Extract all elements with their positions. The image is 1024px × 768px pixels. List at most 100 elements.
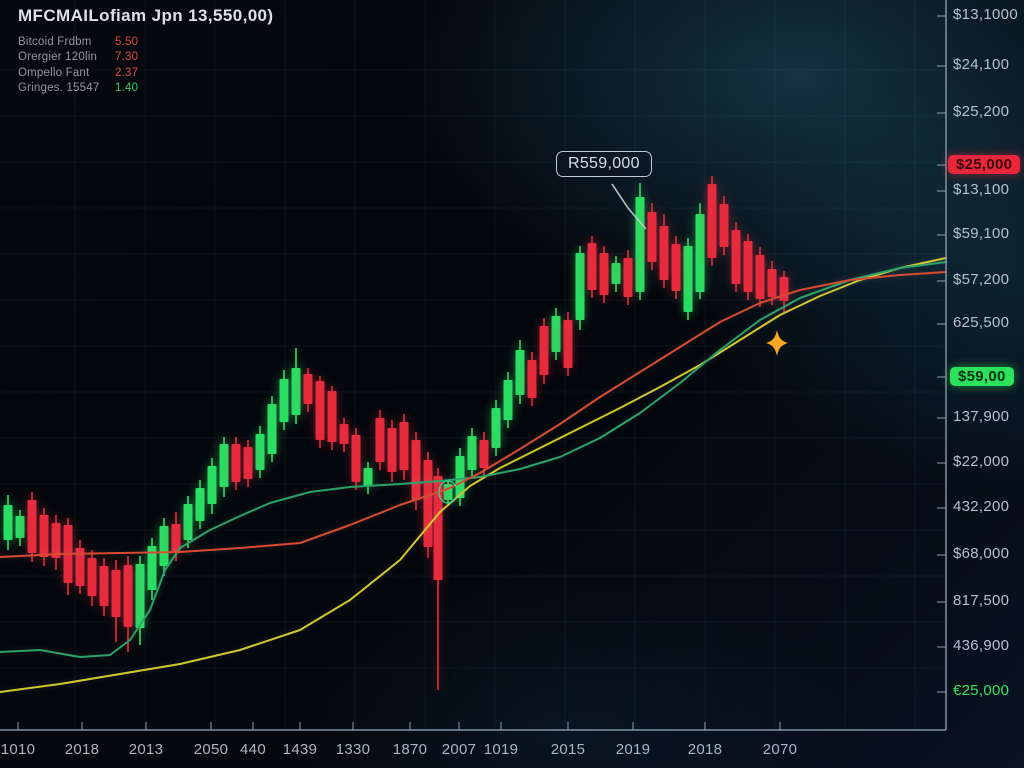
y-axis-label: 436,900 [953, 637, 1010, 654]
x-axis-label: 1330 [335, 741, 371, 758]
x-axis-label: 1439 [282, 741, 318, 758]
candle-body [611, 263, 621, 284]
candle-body [515, 350, 525, 395]
candles-down-group [27, 176, 789, 690]
candle-body [503, 380, 513, 420]
candle-body [575, 253, 585, 320]
candle-body [433, 476, 443, 580]
candle-body [491, 408, 501, 448]
candle-body [39, 515, 49, 557]
candle-body [195, 488, 205, 521]
ma-line-red [0, 271, 947, 558]
candle-body [219, 444, 229, 487]
candle-body [755, 255, 765, 299]
candle-body [279, 379, 289, 422]
candle-body [707, 184, 717, 258]
candle-body [683, 246, 693, 312]
candle-body [87, 558, 97, 596]
candle-body [291, 368, 301, 415]
candle-body [387, 428, 397, 472]
candle-body [231, 444, 241, 482]
candle-body [75, 548, 85, 586]
candle-body [423, 460, 433, 547]
candle-body [479, 440, 489, 468]
candle-body [99, 566, 109, 606]
candle-body [551, 316, 561, 352]
ticker-row-value: 7.30 [115, 51, 139, 64]
candle-body [659, 226, 669, 280]
x-axis-label: 2050 [193, 741, 229, 758]
ticker-row: Ompello Fant 2.37 [18, 65, 273, 81]
ticker-row: Gringes. 15547 1.40 [18, 81, 273, 97]
highlight-circle-annotation [438, 480, 458, 504]
y-axis-label: 432,200 [953, 498, 1010, 515]
candle-body [327, 391, 337, 442]
x-axis-label: 2070 [762, 741, 798, 758]
candle-body [587, 243, 597, 290]
x-axis-label: 2007 [441, 741, 477, 758]
y-axis-label: $25,200 [953, 103, 1010, 120]
candle-body [695, 214, 705, 292]
x-axis-label: 2013 [128, 741, 164, 758]
candle-body [27, 500, 37, 553]
candle-body [671, 244, 681, 291]
candle-body [315, 381, 325, 440]
ticker-row-value: 1.40 [115, 82, 139, 95]
y-axis-label: 137,900 [953, 408, 1010, 425]
candle-body [647, 212, 657, 262]
ma-line-green [0, 261, 947, 658]
candle-body [743, 241, 753, 292]
candle-body [111, 570, 121, 617]
x-axis-label: 2018 [64, 741, 100, 758]
candle-body [183, 504, 193, 540]
y-axis-label: $59,100 [953, 225, 1010, 242]
candle-body [207, 466, 217, 504]
candle-body [135, 564, 145, 628]
ticker-row-label: Bitcoid Frdbm [18, 35, 92, 48]
candle-body [171, 524, 181, 553]
candle-body [303, 374, 313, 404]
candle-body [527, 360, 537, 398]
ticker-row-value: 2.37 [115, 66, 139, 79]
diamond-marker-icon [766, 330, 788, 356]
candle-body [363, 468, 373, 486]
candle-body [779, 277, 789, 301]
ticker-row-label: Gringes. 15547 [18, 82, 100, 95]
ticker-row: Orergier 120lin 7.30 [18, 50, 273, 66]
x-axis-label: 1870 [392, 741, 428, 758]
y-axis-label: 817,500 [953, 592, 1010, 609]
candle-body [563, 320, 573, 368]
candle-body [635, 197, 645, 292]
price-tag-green: $59,00 [950, 367, 1014, 386]
y-axis-label: $13,1000 [953, 6, 1018, 23]
x-axis-label: 1010 [0, 741, 36, 758]
grid [0, 0, 946, 730]
candle-body [351, 435, 361, 482]
candle-body [455, 456, 465, 498]
price-tag-red: $25,000 [948, 155, 1021, 174]
ticker-row-label: Ompello Fant [18, 66, 90, 79]
candle-body [267, 404, 277, 454]
candle-body [719, 204, 729, 247]
candle-body [3, 505, 13, 540]
price-callout: R559,000 [556, 151, 652, 177]
candle-body [243, 447, 253, 479]
ticker-row-label: Orergier 120lin [18, 51, 98, 64]
candle-body [599, 253, 609, 295]
ticker-row: Bitcoid Frdbm 5.50 [18, 34, 273, 50]
candle-body [623, 258, 633, 297]
candles-up-group [3, 183, 705, 645]
candle-body [123, 565, 133, 627]
ticker-title: MFCMAILofiam Jpn 13,550,00) [18, 6, 274, 25]
x-axis-label: 2019 [615, 741, 651, 758]
y-axis-label: $57,200 [953, 271, 1010, 288]
y-axis-label: $68,000 [953, 545, 1010, 562]
ticker-row-value: 5.50 [115, 35, 139, 48]
candle-body [411, 440, 421, 500]
y-axis-label: $13,100 [953, 181, 1010, 198]
y-axis-label: €25,000 [953, 682, 1010, 699]
ticker-rows: Bitcoid Frdbm 5.50 Orergier 120lin 7.30 Ompe… [18, 34, 273, 96]
candle-body [539, 326, 549, 375]
x-axis-label: 2018 [687, 741, 723, 758]
